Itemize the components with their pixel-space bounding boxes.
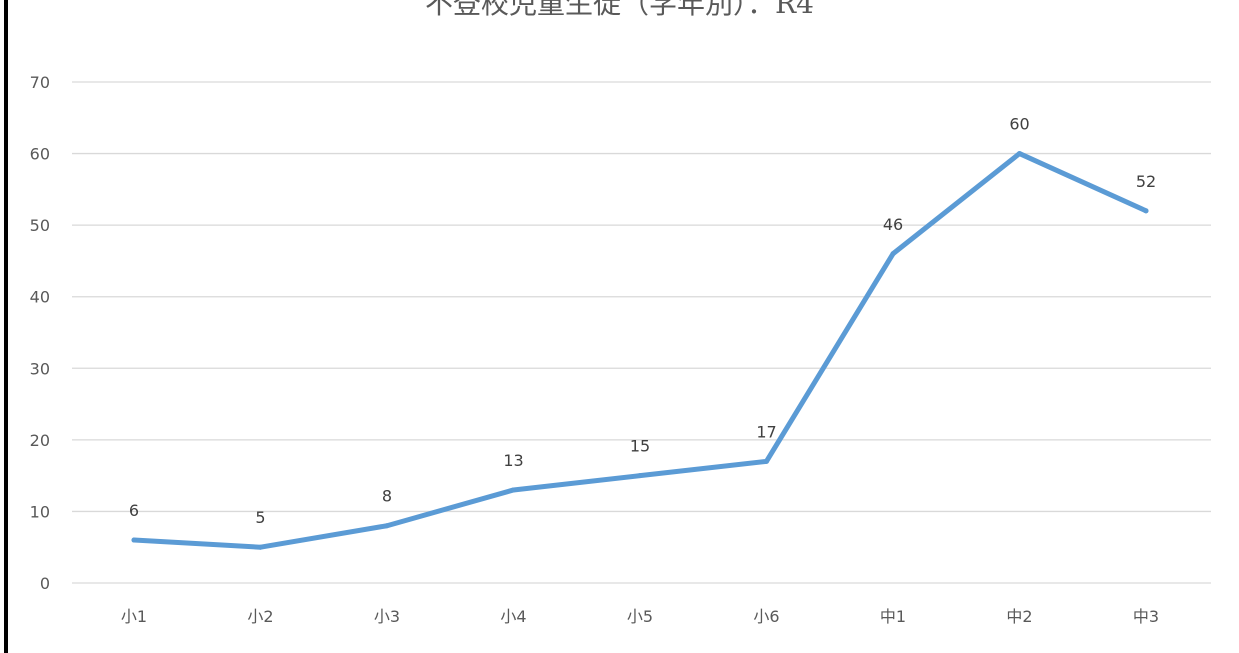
- data-label: 8: [382, 487, 392, 506]
- x-tick-label: 小3: [374, 607, 400, 626]
- y-tick-label: 20: [30, 431, 50, 450]
- y-tick-label: 30: [30, 359, 50, 378]
- data-label: 5: [255, 508, 265, 527]
- left-border: [4, 0, 8, 653]
- y-tick-label: 10: [30, 502, 50, 521]
- series-line: [131, 151, 1149, 550]
- data-label: 15: [630, 437, 650, 456]
- data-label: 17: [756, 422, 776, 441]
- y-tick-label: 70: [30, 73, 50, 92]
- data-point: [384, 523, 390, 529]
- data-label: 6: [129, 501, 139, 520]
- x-tick-label: 小2: [247, 607, 273, 626]
- x-tick-label: 中2: [1006, 607, 1032, 626]
- x-tick-label: 中1: [880, 607, 906, 626]
- x-tick-label: 小1: [121, 607, 147, 626]
- y-tick-label: 0: [40, 574, 50, 593]
- x-tick-label: 小6: [753, 607, 779, 626]
- data-label: 46: [883, 215, 903, 234]
- x-tick-label: 中3: [1133, 607, 1159, 626]
- x-tick-label: 小5: [627, 607, 653, 626]
- y-tick-label: 60: [30, 145, 50, 164]
- data-point: [764, 458, 769, 464]
- data-point: [637, 473, 643, 479]
- data-point: [131, 537, 137, 543]
- data-point: [258, 544, 263, 550]
- y-tick-label: 40: [30, 288, 50, 307]
- data-label: 52: [1136, 172, 1156, 191]
- data-point: [1143, 208, 1149, 214]
- data-point: [1017, 151, 1022, 157]
- chart-title: 不登校児童生徒（学年別）：R4: [425, 0, 814, 20]
- data-label: 60: [1009, 115, 1029, 134]
- data-point: [890, 251, 896, 257]
- data-point: [511, 487, 516, 493]
- y-tick-label: 50: [30, 216, 50, 235]
- data-label: 13: [503, 451, 523, 470]
- x-tick-label: 小4: [500, 607, 526, 626]
